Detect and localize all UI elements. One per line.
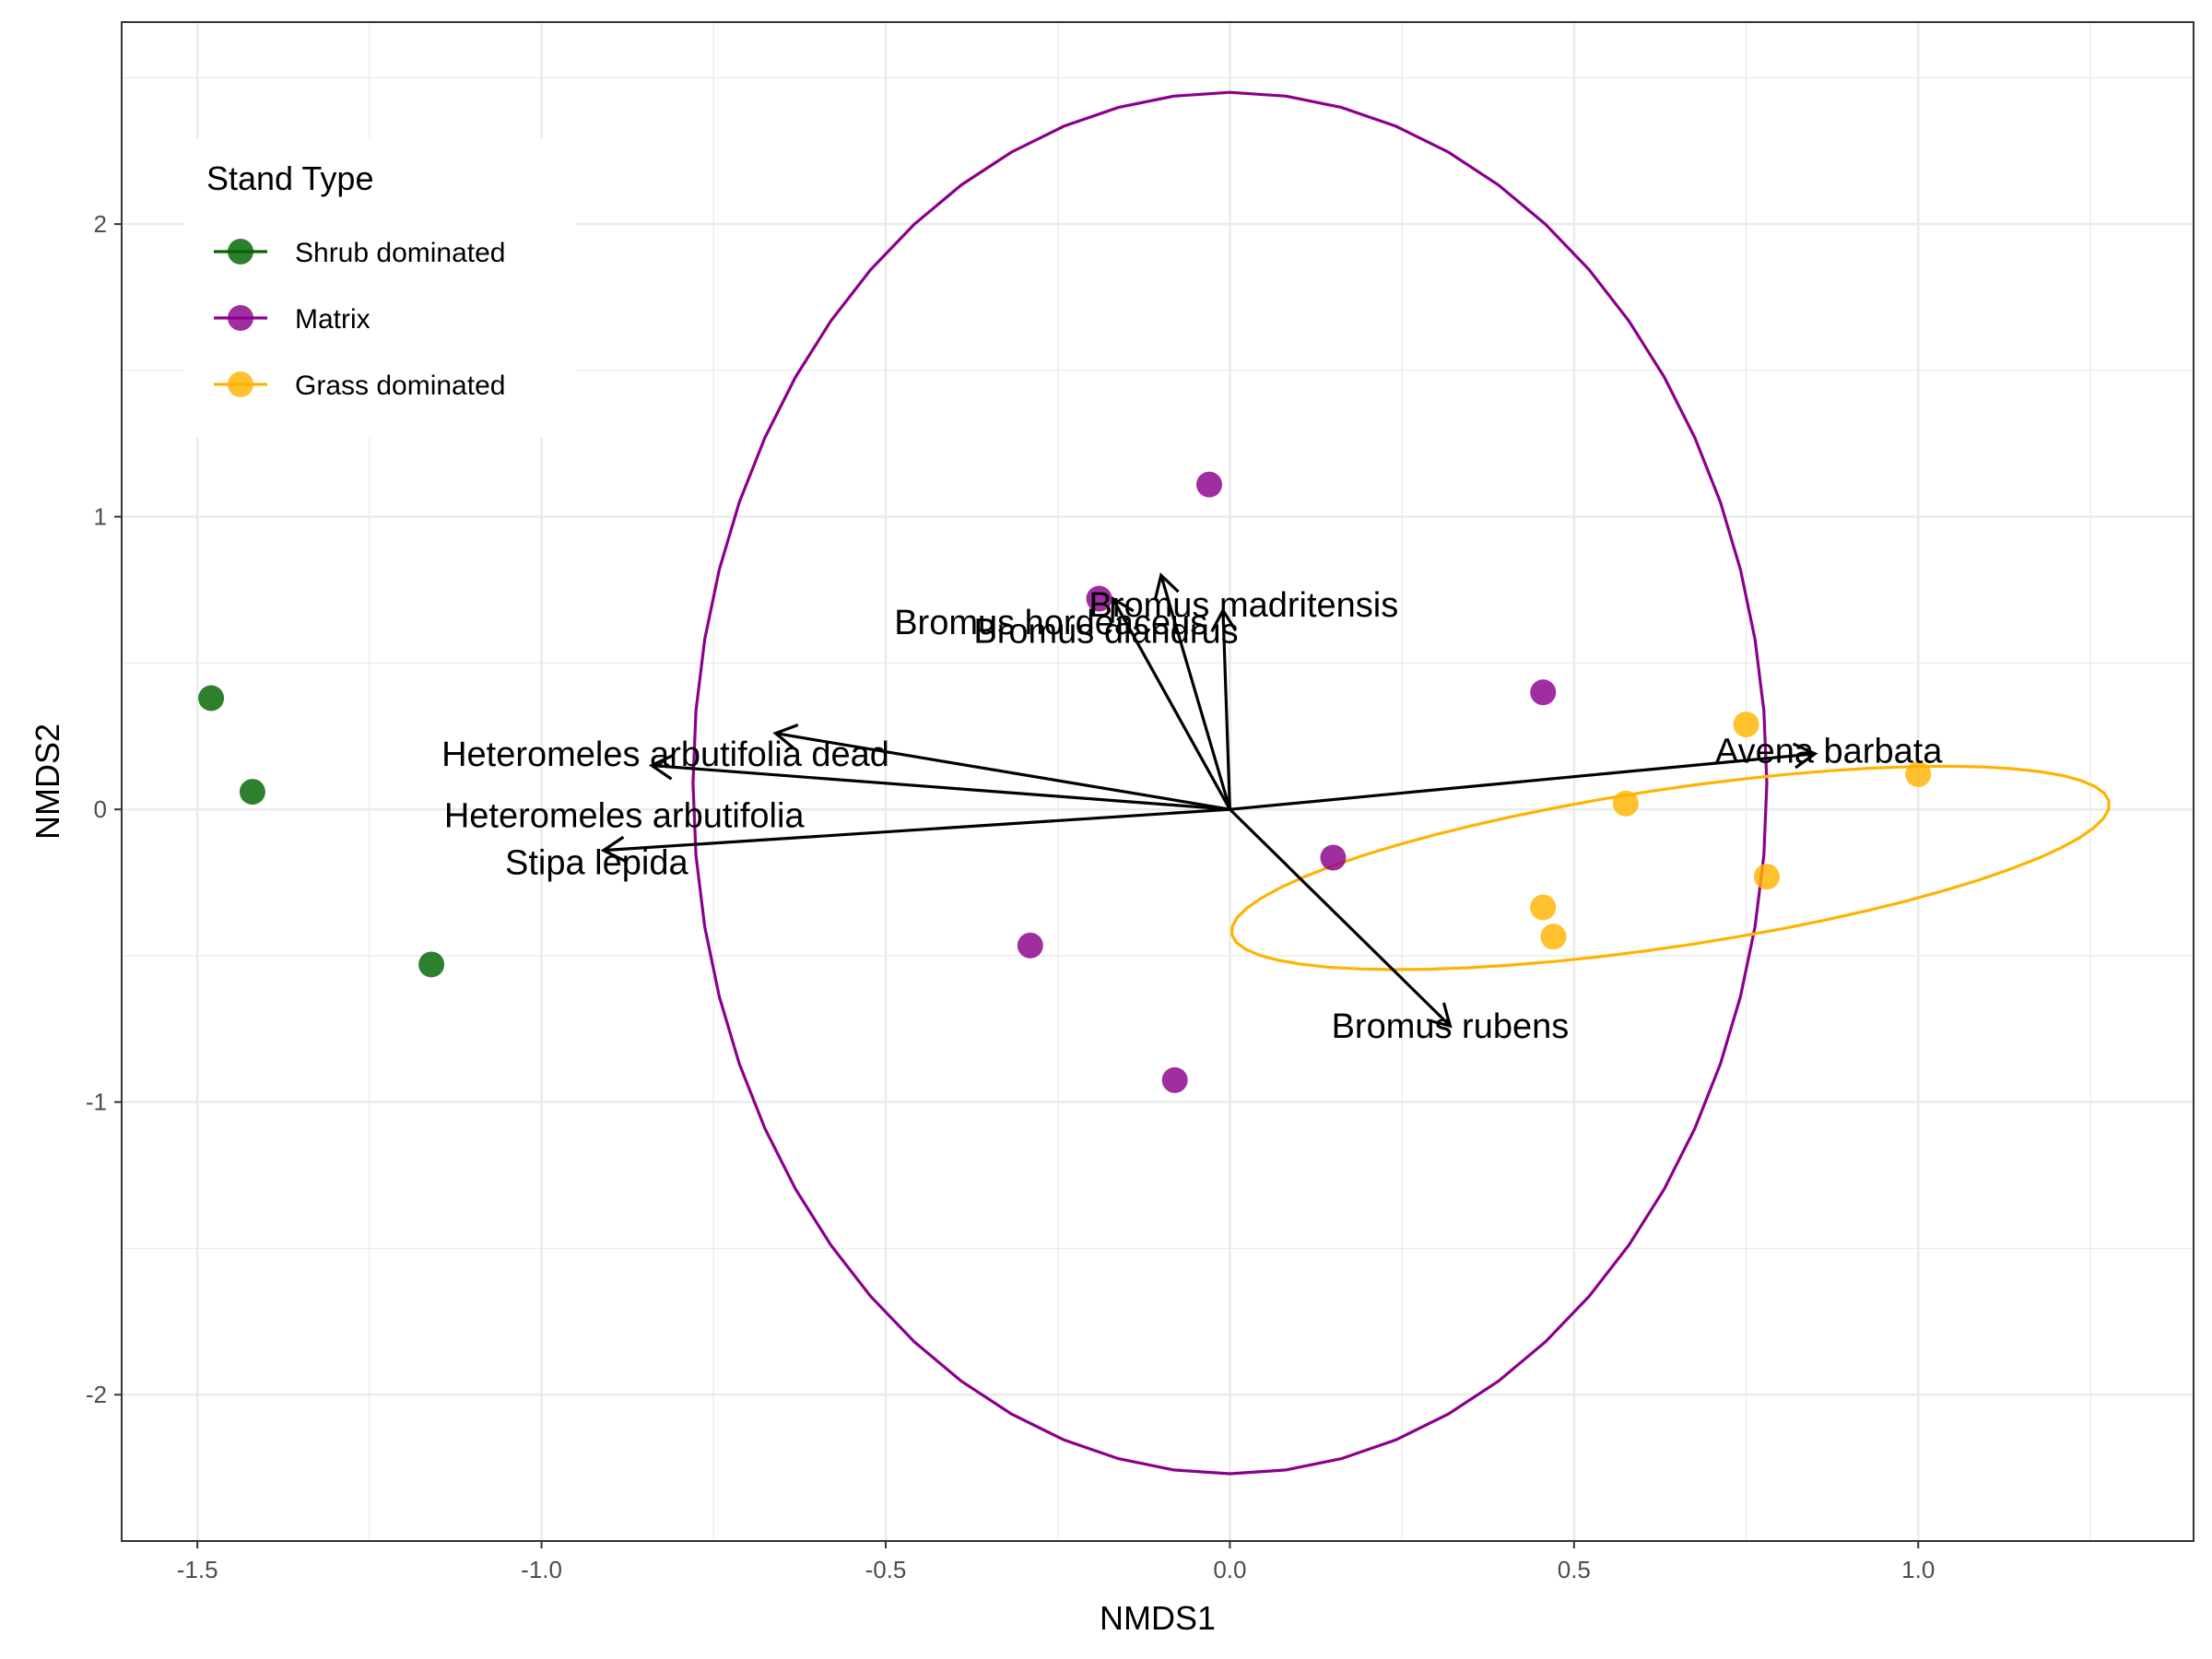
vector-label-heteromeles-arbutifolia: Heteromeles arbutifolia <box>444 797 806 836</box>
vector-label-heteromeles-arbutifolia-dead: Heteromeles arbutifolia dead <box>441 735 889 774</box>
panel-border <box>121 21 2194 1542</box>
legend-label-matrix: Matrix <box>295 304 371 335</box>
point-grass-dominated <box>1753 864 1780 890</box>
y-tick-label: 0 <box>94 795 107 823</box>
x-tick-label: 0.0 <box>1213 1556 1246 1583</box>
point-matrix <box>1017 932 1043 959</box>
point-shrub-dominated <box>239 779 265 806</box>
legend: Stand Type Shrub dominated Matrix Grass do… <box>184 138 576 438</box>
y-tick-label: 2 <box>94 210 107 238</box>
ellipse-grass-dominated <box>1230 764 2111 971</box>
vector-stipa-lepida <box>603 807 1230 853</box>
x-tick-label: 1.0 <box>1901 1556 1935 1583</box>
vector-label-bromus-hordeaceus: Bromus hordeaceus <box>894 604 1207 642</box>
legend-key-point-shrub-dominated <box>228 239 253 265</box>
vector-label-bromus-diandrus: Bromus diandrus <box>973 612 1238 651</box>
legend-label-shrub-dominated: Shrub dominated <box>295 238 506 268</box>
x-tick-label: -0.5 <box>865 1556 907 1583</box>
legend-key-point-matrix <box>228 305 253 331</box>
x-axis-title: NMDS1 <box>1100 1599 1216 1637</box>
x-tick-label: 0.5 <box>1558 1556 1591 1583</box>
point-matrix <box>1196 471 1223 498</box>
vector-heteromeles-arbutifolia-dead <box>775 732 1230 811</box>
y-tick-label: -1 <box>86 1088 107 1116</box>
point-grass-dominated <box>1540 924 1567 950</box>
point-grass-dominated <box>1612 790 1639 817</box>
legend-key-point-grass-dominated <box>228 371 253 397</box>
vector-label-avena-barbata: Avena barbata <box>1715 733 1943 771</box>
site-points <box>198 471 1932 1093</box>
point-shrub-dominated <box>418 951 445 978</box>
vector-bromus-rubens <box>1229 808 1452 1028</box>
vector-heteromeles-arbutifolia <box>651 763 1230 811</box>
point-matrix <box>1530 679 1557 706</box>
y-axis-title: NMDS2 <box>29 724 66 840</box>
arrowhead-bromus-madritensis <box>1154 572 1180 599</box>
point-matrix <box>1320 844 1347 871</box>
y-tick-label: 1 <box>94 503 107 531</box>
point-matrix <box>1161 1066 1188 1093</box>
arrowhead-stipa-lepida <box>600 835 626 863</box>
arrowhead-heteromeles-arbutifolia <box>648 753 675 781</box>
arrowhead-bromus-diandrus <box>1210 607 1238 632</box>
point-grass-dominated <box>1733 712 1759 738</box>
confidence-ellipses <box>691 90 2111 1476</box>
arrowhead-bromus-rubens <box>1426 1002 1453 1029</box>
axes: -1.5 -1.0 -0.5 0.0 0.5 1.0 -2 -1 0 1 2 <box>86 210 1935 1583</box>
x-tick-label: -1.5 <box>177 1556 218 1583</box>
ellipse-matrix <box>691 90 1769 1476</box>
arrowhead-heteromeles-arbutifolia-dead <box>772 724 799 750</box>
legend-title: Stand Type <box>206 159 373 197</box>
vector-label-stipa-lepida: Stipa lepida <box>505 843 688 882</box>
x-tick-label: -1.0 <box>521 1556 562 1583</box>
point-grass-dominated <box>1905 761 1932 788</box>
vector-avena-barbata <box>1230 752 1816 811</box>
arrowhead-avena-barbata <box>1792 742 1818 770</box>
point-matrix <box>1086 585 1112 612</box>
point-shrub-dominated <box>198 685 225 712</box>
vector-bromus-madritensis <box>1159 574 1231 810</box>
vector-bromus-diandrus <box>1221 610 1232 810</box>
y-tick-label: -2 <box>86 1381 107 1408</box>
arrowhead-bromus-hordeaceus <box>1111 595 1135 623</box>
point-grass-dominated <box>1530 894 1557 921</box>
vector-label-bromus-rubens: Bromus rubens <box>1332 1007 1570 1046</box>
vector-label-bromus-madritensis: Bromus madritensis <box>1088 586 1398 625</box>
legend-label-grass-dominated: Grass dominated <box>295 371 505 401</box>
vector-bromus-hordeaceus <box>1112 597 1231 810</box>
species-vectors <box>600 572 1818 1029</box>
